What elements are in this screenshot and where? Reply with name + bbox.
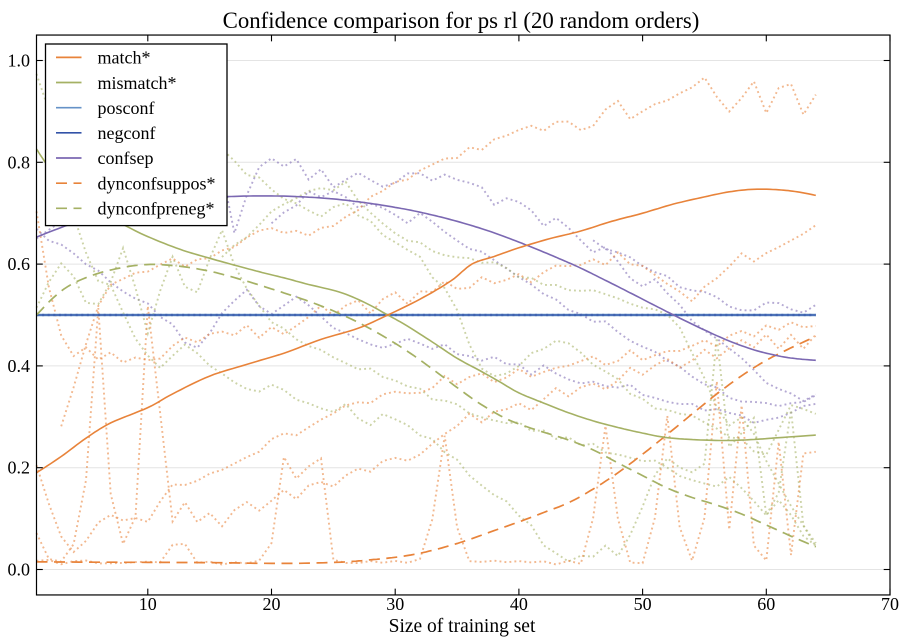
svg-text:0.8: 0.8 <box>8 152 31 172</box>
svg-text:negconf: negconf <box>98 123 156 143</box>
svg-text:dynconfsuppos*: dynconfsuppos* <box>98 173 216 193</box>
svg-text:Size of training set: Size of training set <box>389 616 536 637</box>
svg-text:Confidence comparison for ps r: Confidence comparison for ps rl (20 rand… <box>223 8 700 33</box>
svg-text:60: 60 <box>757 594 775 614</box>
svg-text:mismatch*: mismatch* <box>98 73 177 93</box>
svg-text:0.0: 0.0 <box>8 560 31 580</box>
svg-text:0.2: 0.2 <box>8 458 31 478</box>
svg-text:40: 40 <box>510 594 528 614</box>
svg-text:10: 10 <box>139 594 157 614</box>
svg-text:1.0: 1.0 <box>8 51 31 71</box>
svg-text:dynconfpreneg*: dynconfpreneg* <box>98 199 215 219</box>
svg-text:confsep: confsep <box>98 148 154 168</box>
svg-text:posconf: posconf <box>98 98 155 118</box>
svg-text:50: 50 <box>634 594 652 614</box>
svg-text:0.4: 0.4 <box>8 356 31 376</box>
svg-text:0.6: 0.6 <box>8 254 31 274</box>
svg-text:match*: match* <box>98 48 151 68</box>
svg-text:70: 70 <box>881 594 899 614</box>
svg-text:20: 20 <box>263 594 281 614</box>
svg-text:30: 30 <box>386 594 404 614</box>
